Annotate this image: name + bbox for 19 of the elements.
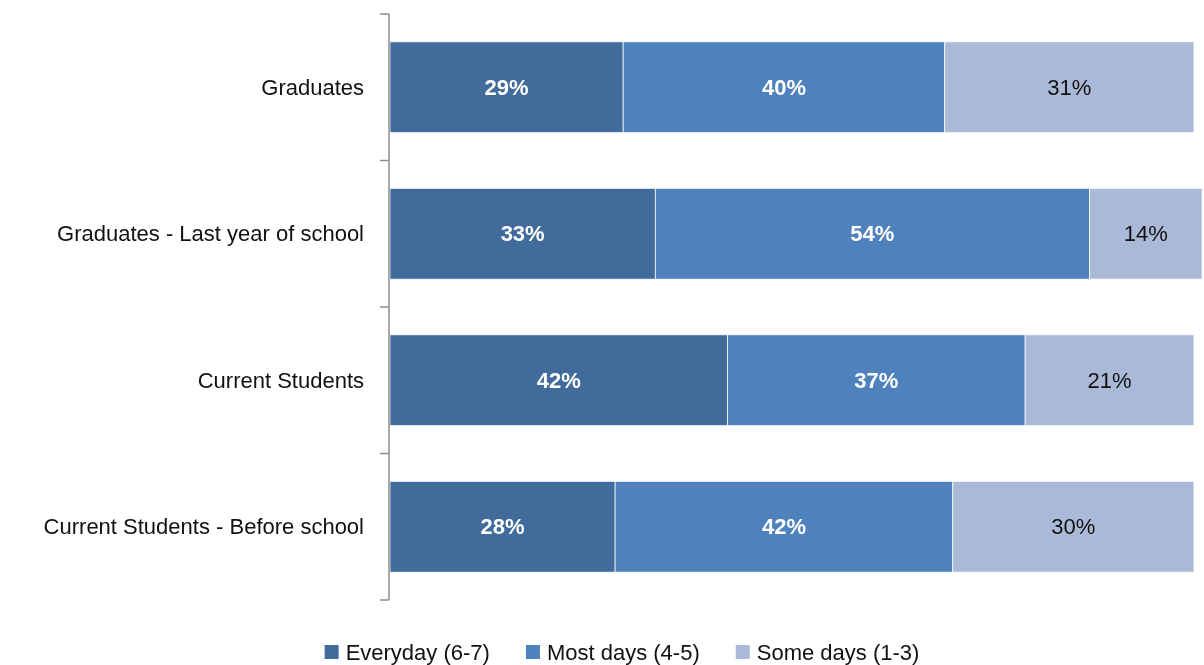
data-label: 33% (500, 221, 545, 247)
y-tick-label: Graduates - Last year of school (57, 221, 364, 247)
data-label: 28% (480, 514, 525, 540)
legend-label: Some days (1-3) (756, 639, 920, 665)
data-label: 37% (854, 367, 899, 393)
y-tick-label: Current Students (197, 367, 364, 393)
data-label: 14% (1123, 221, 1168, 247)
y-tick-label: Current Students - Before school (43, 514, 364, 540)
data-label: 30% (1051, 514, 1096, 540)
data-label: 54% (850, 221, 895, 247)
legend-label: Most days (4-5) (546, 639, 700, 665)
data-label: 29% (484, 74, 529, 100)
data-label: 40% (761, 74, 806, 100)
data-label: 21% (1087, 367, 1132, 393)
data-label: 31% (1047, 74, 1092, 100)
y-tick-label: Graduates (261, 74, 364, 100)
data-label: 42% (761, 514, 806, 540)
data-label: 42% (536, 367, 581, 393)
legend-label: Everyday (6-7) (345, 639, 490, 665)
